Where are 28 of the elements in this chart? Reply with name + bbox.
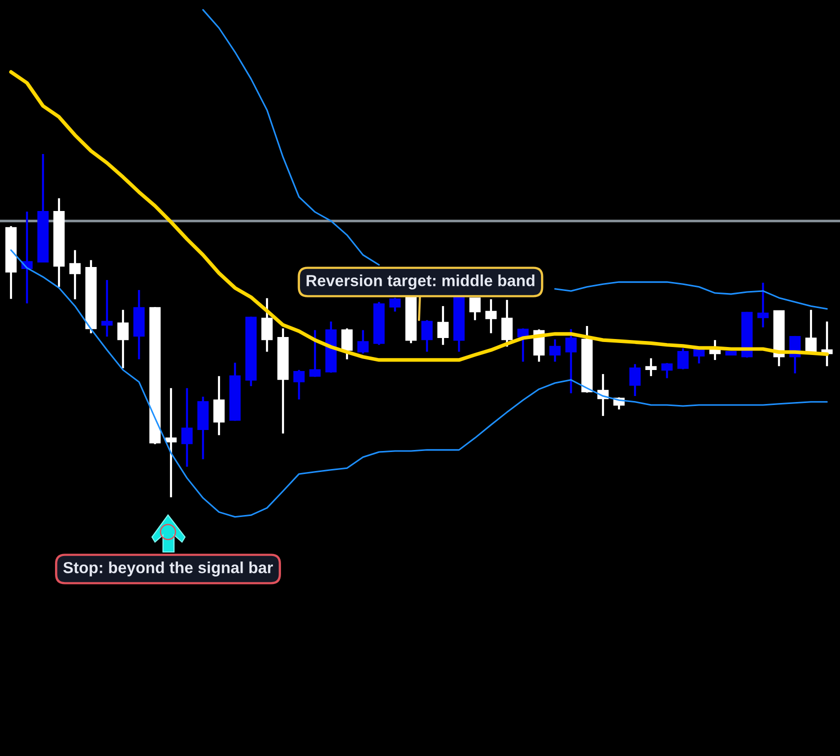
candlestick <box>341 327 353 360</box>
candlestick <box>165 387 177 498</box>
candlestick <box>101 278 113 338</box>
candlestick <box>357 329 369 354</box>
candlestick <box>565 328 577 394</box>
candlestick <box>69 249 81 300</box>
candlestick <box>517 327 529 363</box>
annotation: Reversion target: middle band <box>306 274 534 290</box>
candlestick <box>389 296 401 313</box>
candlestick <box>645 357 657 378</box>
candlestick <box>309 329 321 378</box>
candlestick <box>437 305 449 346</box>
candlestick <box>213 375 225 436</box>
candlestick <box>629 363 641 398</box>
candlestick <box>293 368 305 401</box>
candlestick <box>261 297 273 353</box>
candlestick <box>501 298 513 348</box>
candlestick <box>181 387 193 468</box>
candlestick <box>757 282 769 328</box>
candlestick <box>421 319 433 353</box>
candlestick <box>117 308 129 370</box>
candlestick <box>485 298 497 334</box>
candlestick <box>677 347 689 370</box>
candlestick <box>549 338 561 363</box>
candlestick <box>661 362 673 380</box>
candlestick <box>805 308 817 354</box>
candlestick <box>469 297 481 322</box>
text: Stop: beyond the signal bar <box>63 562 273 576</box>
